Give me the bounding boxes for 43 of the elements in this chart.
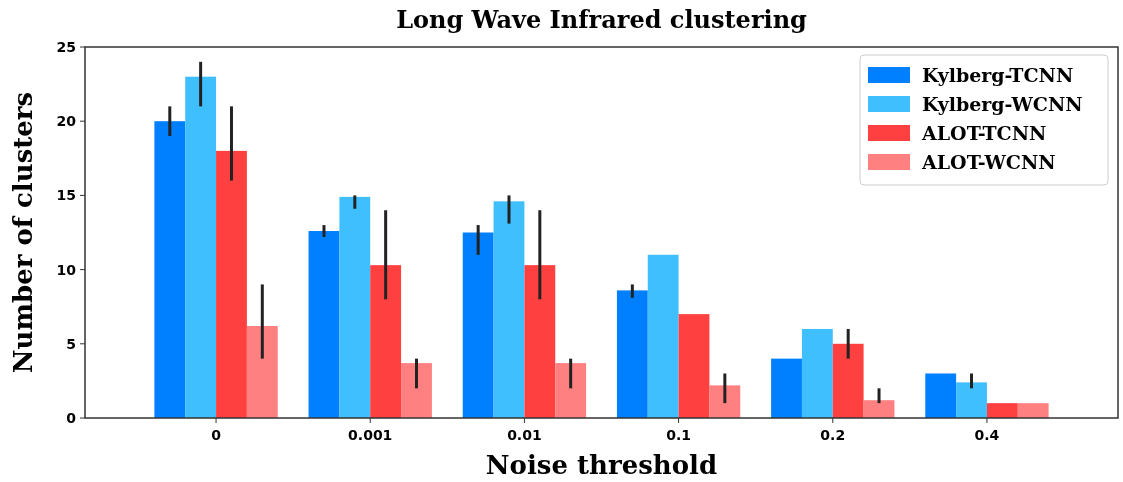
- bar: [956, 382, 987, 418]
- bar: [986, 403, 1018, 418]
- bar: [925, 373, 957, 418]
- x-tick-label: 0.4: [974, 427, 1000, 443]
- x-tick-label: 0.01: [507, 427, 542, 443]
- legend-label: ALOT-WCNN: [921, 150, 1056, 173]
- bar: [339, 196, 371, 418]
- y-tick-label: 25: [56, 38, 76, 55]
- bar: [308, 231, 340, 418]
- bar: [647, 254, 679, 418]
- bar: [370, 265, 402, 418]
- y-tick-label: 20: [56, 113, 77, 130]
- bar: [555, 363, 587, 418]
- x-tick-label: 0.001: [348, 427, 393, 443]
- bar: [216, 150, 247, 418]
- bar: [401, 363, 432, 418]
- x-axis-title: Noise threshold: [485, 450, 718, 480]
- bar: [185, 76, 217, 418]
- bar: [462, 232, 494, 418]
- bar: [709, 385, 741, 418]
- bar: [832, 343, 864, 418]
- y-tick-label: 5: [66, 335, 76, 352]
- bar: [801, 328, 833, 418]
- bar: [863, 400, 895, 418]
- y-tick-label: 15: [56, 187, 76, 204]
- bar: [154, 121, 186, 418]
- bar: [678, 314, 710, 418]
- bar: [616, 290, 648, 418]
- bar: [1017, 403, 1049, 418]
- legend-label: ALOT-TCNN: [921, 121, 1047, 144]
- x-tick-label: 0.2: [820, 427, 846, 443]
- y-axis-title: Number of clusters: [8, 91, 38, 374]
- bar: [493, 201, 525, 418]
- legend-label: Kylberg-TCNN: [922, 63, 1074, 86]
- bar: [246, 325, 278, 418]
- y-tick-label: 10: [56, 261, 77, 278]
- chart-title: Long Wave Infrared clustering: [396, 5, 808, 34]
- legend-label: Kylberg-WCNN: [922, 92, 1083, 115]
- bar: [524, 265, 556, 418]
- y-tick-label: 0: [66, 409, 77, 426]
- x-tick-label: 0: [211, 427, 222, 443]
- bar: [771, 358, 802, 418]
- x-tick-label: 0.1: [666, 427, 691, 443]
